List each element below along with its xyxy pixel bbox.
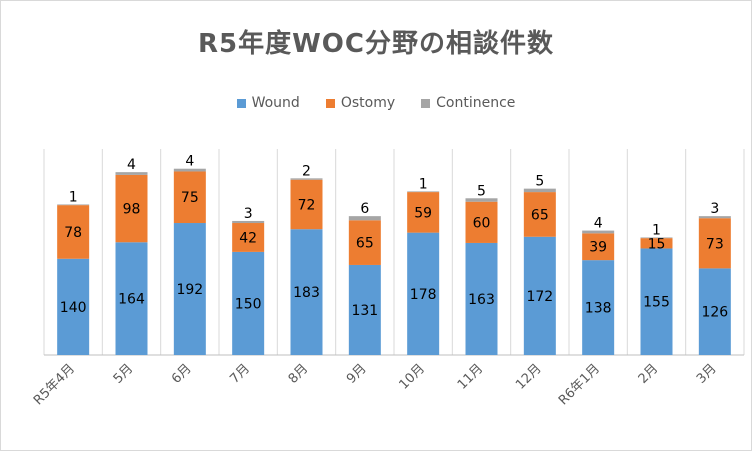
data-label-continence: 1: [69, 189, 78, 205]
data-label-wound: 140: [60, 300, 87, 316]
x-tick-label: 10月: [396, 361, 427, 392]
data-label-ostomy: 42: [239, 230, 257, 246]
data-label-ostomy: 78: [64, 225, 82, 241]
bar-wound: [698, 268, 731, 355]
bar-wound: [640, 248, 673, 355]
data-label-wound: 131: [351, 303, 378, 319]
data-label-continence: 6: [360, 201, 369, 217]
data-label-ostomy: 15: [648, 236, 666, 252]
bar-continence: [407, 191, 440, 193]
legend-swatch-wound: [236, 98, 246, 108]
bar-wound: [582, 260, 615, 355]
data-label-continence: 5: [535, 174, 544, 190]
bar-continence: [348, 216, 381, 221]
bar-ostomy: [173, 171, 206, 224]
data-label-ostomy: 72: [298, 197, 316, 213]
data-label-ostomy: 65: [356, 236, 374, 252]
data-label-ostomy: 75: [181, 190, 199, 206]
bar-ostomy: [115, 174, 148, 243]
legend-label-ostomy: Ostomy: [340, 95, 396, 111]
data-label-wound: 192: [176, 282, 203, 298]
bar-wound: [173, 223, 206, 355]
bar-wound: [115, 242, 148, 355]
bar-ostomy: [523, 192, 556, 237]
x-tick-label: 7月: [227, 361, 253, 387]
x-tick-label: 11月: [455, 361, 486, 392]
x-tick-label: 2月: [636, 361, 662, 387]
data-label-wound: 164: [118, 292, 145, 308]
bar-ostomy: [582, 233, 615, 261]
bar-ostomy: [698, 218, 731, 269]
legend: Wound Ostomy Continence: [1, 95, 751, 111]
data-label-wound: 150: [235, 296, 262, 312]
bar-continence: [115, 172, 148, 175]
data-label-continence: 3: [244, 206, 253, 222]
x-tick-label: 9月: [344, 361, 370, 387]
legend-item-continence: Continence: [421, 95, 515, 111]
bar-continence: [582, 230, 615, 234]
data-label-ostomy: 60: [473, 215, 491, 231]
data-label-wound: 163: [468, 292, 495, 308]
bar-ostomy: [232, 223, 265, 252]
bar-wound: [523, 236, 556, 355]
legend-label-continence: Continence: [436, 95, 516, 111]
bar-ostomy: [348, 220, 381, 265]
data-label-ostomy: 98: [123, 202, 141, 218]
bar-continence: [290, 178, 323, 180]
legend-label-wound: Wound: [251, 95, 300, 111]
x-tick-label: R5年4月: [31, 361, 78, 408]
x-tick-label: 12月: [513, 361, 544, 392]
bar-continence: [232, 220, 265, 224]
bar-wound: [465, 242, 498, 355]
x-tick-label: 8月: [286, 361, 312, 387]
bar-continence: [173, 168, 206, 172]
bar-continence: [465, 198, 498, 202]
legend-swatch-ostomy: [325, 98, 335, 108]
bar-continence: [523, 188, 556, 193]
data-label-continence: 5: [477, 183, 486, 199]
legend-item-ostomy: Ostomy: [325, 95, 396, 111]
data-label-wound: 172: [526, 289, 553, 305]
data-label-ostomy: 59: [414, 205, 432, 221]
bar-wound: [290, 229, 323, 355]
x-tick-label: 6月: [169, 361, 195, 387]
data-label-continence: 2: [302, 163, 311, 179]
x-tick-label: R6年1月: [556, 361, 603, 408]
data-label-continence: 4: [594, 216, 603, 232]
bar-wound: [57, 258, 90, 355]
x-tick-label: 3月: [694, 361, 720, 387]
bar-ostomy: [290, 179, 323, 230]
bar-continence: [640, 237, 673, 239]
data-label-continence: 1: [419, 176, 428, 192]
bar-continence: [57, 204, 90, 206]
legend-swatch-continence: [421, 98, 431, 108]
bar-continence: [698, 216, 731, 219]
data-label-continence: 3: [710, 201, 719, 217]
data-label-wound: 183: [293, 285, 320, 301]
data-label-wound: 155: [643, 295, 670, 311]
data-label-ostomy: 73: [706, 236, 724, 252]
bar-ostomy: [407, 192, 440, 233]
data-label-wound: 178: [410, 287, 437, 303]
data-label-wound: 138: [585, 301, 612, 317]
data-label-continence: 4: [127, 157, 136, 173]
x-tick-label: 5月: [111, 361, 137, 387]
data-label-ostomy: 65: [531, 207, 549, 223]
legend-item-wound: Wound: [236, 95, 300, 111]
data-label-wound: 126: [701, 305, 728, 321]
bar-wound: [407, 232, 440, 355]
data-label-ostomy: 39: [589, 240, 607, 256]
data-label-continence: 4: [185, 154, 194, 170]
bar-ostomy: [57, 205, 90, 259]
bar-ostomy: [465, 201, 498, 243]
data-label-continence: 1: [652, 222, 661, 238]
bar-ostomy: [640, 238, 673, 249]
chart-title: R5年度WOC分野の相談件数: [198, 29, 554, 59]
bar-wound: [348, 264, 381, 355]
bar-wound: [232, 251, 265, 355]
